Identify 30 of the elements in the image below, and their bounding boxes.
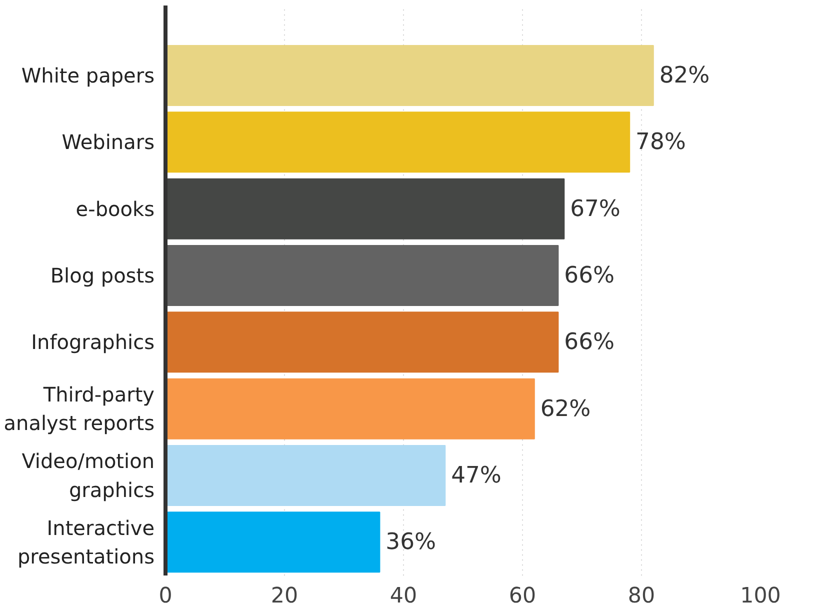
x-tick-label: 60: [508, 584, 536, 608]
bar: [166, 45, 654, 106]
y-tick-label: Interactive presentations: [17, 516, 155, 569]
bar: [166, 112, 630, 173]
x-tick-label: 20: [270, 584, 298, 608]
data-label: 66%: [564, 329, 615, 356]
x-tick-label: 100: [740, 584, 781, 608]
data-label: 66%: [564, 262, 615, 288]
x-tick-label: 80: [628, 584, 656, 608]
y-tick-label: Blog posts: [50, 264, 155, 288]
data-label: 62%: [540, 396, 591, 422]
data-label: 47%: [451, 462, 502, 488]
bar: [166, 378, 535, 440]
bar: [166, 178, 565, 240]
y-tick-label: Third-party analyst reports: [4, 382, 155, 436]
y-tick-label: e-books: [76, 196, 155, 221]
data-label: 78%: [636, 129, 686, 156]
bar: [166, 445, 446, 506]
bar: [166, 245, 559, 306]
data-label: 36%: [386, 529, 436, 556]
bar: [166, 512, 380, 573]
y-tick-label: Webinars: [62, 130, 154, 154]
y-tick-label: Infographics: [31, 330, 155, 354]
x-tick-label: 0: [158, 584, 172, 608]
y-tick-label: Video/motion graphics: [22, 449, 155, 502]
y-tick-label: White papers: [21, 64, 155, 88]
bar: [166, 312, 559, 373]
data-label: 67%: [570, 196, 620, 222]
data-label: 82%: [659, 62, 710, 88]
x-tick-label: 40: [390, 584, 418, 608]
